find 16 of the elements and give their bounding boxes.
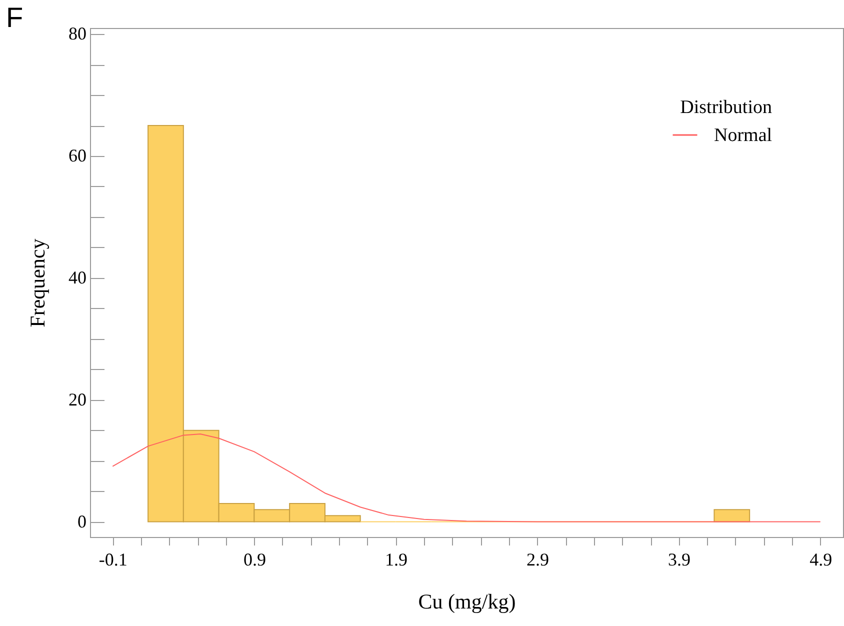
x-tick-label: 2.9	[526, 550, 550, 570]
x-tick-label: 1.9	[384, 550, 408, 570]
x-tick-label: -0.1	[98, 550, 128, 570]
y-tick-label: 40	[68, 267, 86, 288]
x-axis-title: Cu (mg/kg)	[418, 590, 516, 614]
x-tick-label: 0.9	[243, 550, 266, 570]
text: F	[6, 2, 24, 34]
y-tick-label: 20	[68, 389, 86, 410]
y-tick-label: 60	[68, 146, 86, 166]
x-tick-label: 3.9	[668, 550, 691, 570]
x-tick-label: 4.9	[810, 550, 832, 570]
y-tick-label: 80	[68, 24, 86, 44]
legend-title: Distribution	[680, 97, 772, 118]
y-axis-title: Frequency	[26, 238, 50, 328]
legend-label: Normal	[714, 125, 772, 146]
y-tick-label: 0	[78, 511, 86, 532]
